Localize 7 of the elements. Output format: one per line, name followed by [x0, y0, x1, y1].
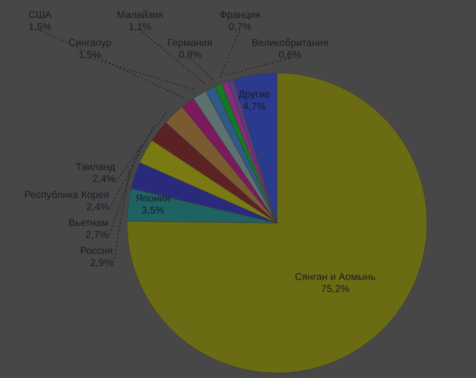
- data-label: 4,7%: [242, 101, 266, 112]
- slice-label: Япония: [136, 193, 170, 204]
- slice-label: Сянган и Аомынь: [294, 272, 376, 284]
- data-label: 3,5%: [142, 205, 164, 216]
- slice-label: Другие: [238, 89, 271, 100]
- pie-slice: [126, 72, 428, 374]
- data-label: 75,2%: [321, 284, 350, 296]
